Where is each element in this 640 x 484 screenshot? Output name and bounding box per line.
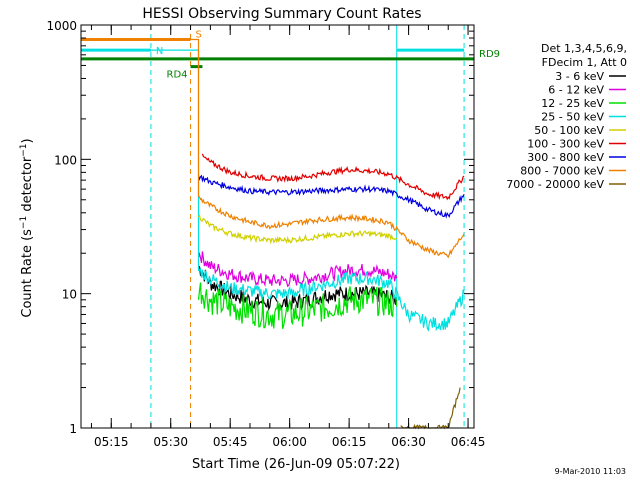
series-line-300-800-kev: [197, 174, 465, 219]
legend-label-7000-20000-kev: 7000 - 20000 keV: [506, 178, 604, 191]
flag-label-s: S: [196, 29, 202, 40]
y-tick-label-1000: 1000: [46, 19, 77, 33]
series-line-800-7000-kev: [83, 38, 465, 259]
flag-label-n: N: [156, 46, 163, 57]
legend-label-3-6-kev: 3 - 6 keV: [555, 70, 604, 83]
y-axis-label: Count Rate (s−1 detector−1): [19, 138, 35, 317]
legend-label-12-25-kev: 12 - 25 keV: [541, 97, 604, 110]
legend-label-25-50-kev: 25 - 50 keV: [541, 111, 604, 124]
legend-label-6-12-kev: 6 - 12 keV: [548, 84, 604, 97]
footer-timestamp: 9-Mar-2010 11:03: [555, 467, 626, 476]
series-line-6-12-kev: [197, 251, 398, 288]
x-tick-label-0515: 05:15: [94, 435, 129, 449]
x-axis-label: Start Time (26-Jun-09 05:07:22): [192, 457, 400, 472]
legend-label-800-7000-kev: 800 - 7000 keV: [520, 165, 604, 178]
x-tick-label-0645: 06:45: [451, 435, 486, 449]
chart-title: HESSI Observing Summary Count Rates: [142, 6, 421, 22]
legend-header-line-1: Det 1,3,4,5,6,9,: [541, 42, 627, 55]
legend: Det 1,3,4,5,6,9, FDecim 1, Att 0 3 - 6 k…: [506, 42, 627, 191]
flag-label-rd9: RD9: [479, 49, 500, 60]
axis-layer: 1 10 100 1000 05:15 05:30 05:45 06:00 06:15 06:30…: [46, 19, 485, 449]
x-tick-label-0630: 06:30: [391, 435, 426, 449]
legend-label-300-800-kev: 300 - 800 keV: [527, 151, 604, 164]
series-line-12-25-kev: [197, 282, 398, 329]
y-tick-label-1: 1: [69, 422, 77, 436]
x-tick-label-0545: 05:45: [213, 435, 248, 449]
legend-header-line-2: FDecim 1, Att 0: [542, 56, 627, 69]
plot-frame: [80, 24, 475, 429]
series-line-100-300-kev: [201, 153, 465, 201]
x-tick-label-0615: 06:15: [332, 435, 367, 449]
legend-label-50-100-kev: 50 - 100 keV: [534, 124, 604, 137]
y-tick-label-100: 100: [54, 153, 77, 167]
y-tick-label-10: 10: [62, 288, 77, 302]
x-tick-label-0600: 06:00: [272, 435, 307, 449]
flag-label-rd4: RD4: [167, 70, 188, 81]
legend-label-100-300-kev: 100 - 300 keV: [527, 138, 604, 151]
x-tick-label-0530: 05:30: [153, 435, 188, 449]
series-line-25-50-kev: [83, 49, 465, 332]
series-line-50-100-kev: [197, 213, 398, 245]
data-layer: S N RD9 RD4: [81, 25, 500, 430]
